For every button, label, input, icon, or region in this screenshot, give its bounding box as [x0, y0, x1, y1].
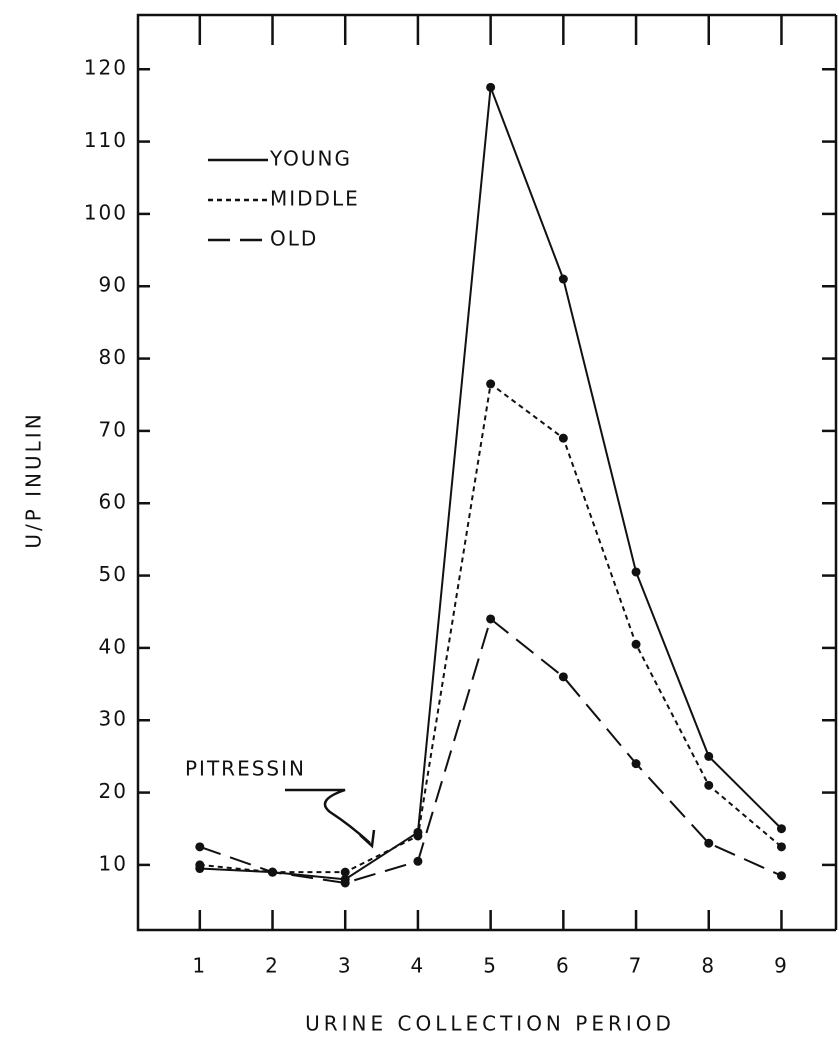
point — [776, 842, 786, 852]
point — [631, 567, 641, 577]
point — [704, 838, 714, 848]
series-line — [199, 617, 782, 885]
x-tick-label: 1 — [192, 954, 207, 978]
point — [195, 842, 205, 852]
annotation: PITRESSIN — [185, 757, 306, 781]
point — [340, 878, 350, 888]
y-tick-label: 120 — [84, 56, 128, 80]
y-tick-label: 10 — [99, 851, 128, 875]
point — [704, 780, 714, 790]
x-axis-label: URINE COLLECTION PERIOD — [305, 1012, 675, 1036]
point — [486, 614, 496, 624]
y-tick-label: 100 — [84, 200, 128, 224]
point — [413, 831, 423, 841]
y-tick-label: 20 — [99, 779, 128, 803]
x-tick-label: 2 — [265, 954, 280, 978]
point — [776, 871, 786, 881]
point — [776, 824, 786, 834]
x-tick-label: 7 — [629, 954, 644, 978]
point — [558, 672, 568, 682]
y-tick-label: 30 — [99, 707, 128, 731]
point — [558, 433, 568, 443]
point — [486, 379, 496, 389]
legend-label: YOUNG — [269, 147, 352, 171]
point — [413, 856, 423, 866]
annotation-arrow — [285, 788, 371, 844]
y-tick-label: 90 — [99, 273, 128, 297]
point — [268, 867, 278, 877]
point — [631, 639, 641, 649]
point — [631, 759, 641, 769]
series-line — [199, 382, 783, 874]
y-axis-label: U/P INULIN — [22, 411, 46, 548]
y-tick-label: 40 — [99, 634, 128, 658]
x-tick-label: 9 — [774, 954, 789, 978]
legend-label: MIDDLE — [270, 187, 360, 211]
x-tick-label: 8 — [701, 954, 716, 978]
x-tick-label: 3 — [338, 954, 353, 978]
point — [195, 860, 205, 870]
point — [558, 274, 568, 284]
plot-frame — [136, 13, 836, 932]
x-tick-label: 4 — [411, 954, 426, 978]
legend-label: OLD — [270, 227, 318, 251]
point — [486, 82, 496, 92]
x-tick-label: 5 — [483, 954, 498, 978]
y-tick-label: 60 — [99, 490, 128, 514]
annotation-arrowhead — [359, 829, 376, 849]
y-tick-label: 70 — [99, 417, 128, 441]
y-tick-label: 110 — [84, 128, 128, 152]
y-tick-label: 80 — [99, 345, 128, 369]
y-tick-label: 50 — [99, 562, 128, 586]
x-tick-label: 6 — [556, 954, 571, 978]
point — [704, 751, 714, 761]
point — [340, 867, 350, 877]
